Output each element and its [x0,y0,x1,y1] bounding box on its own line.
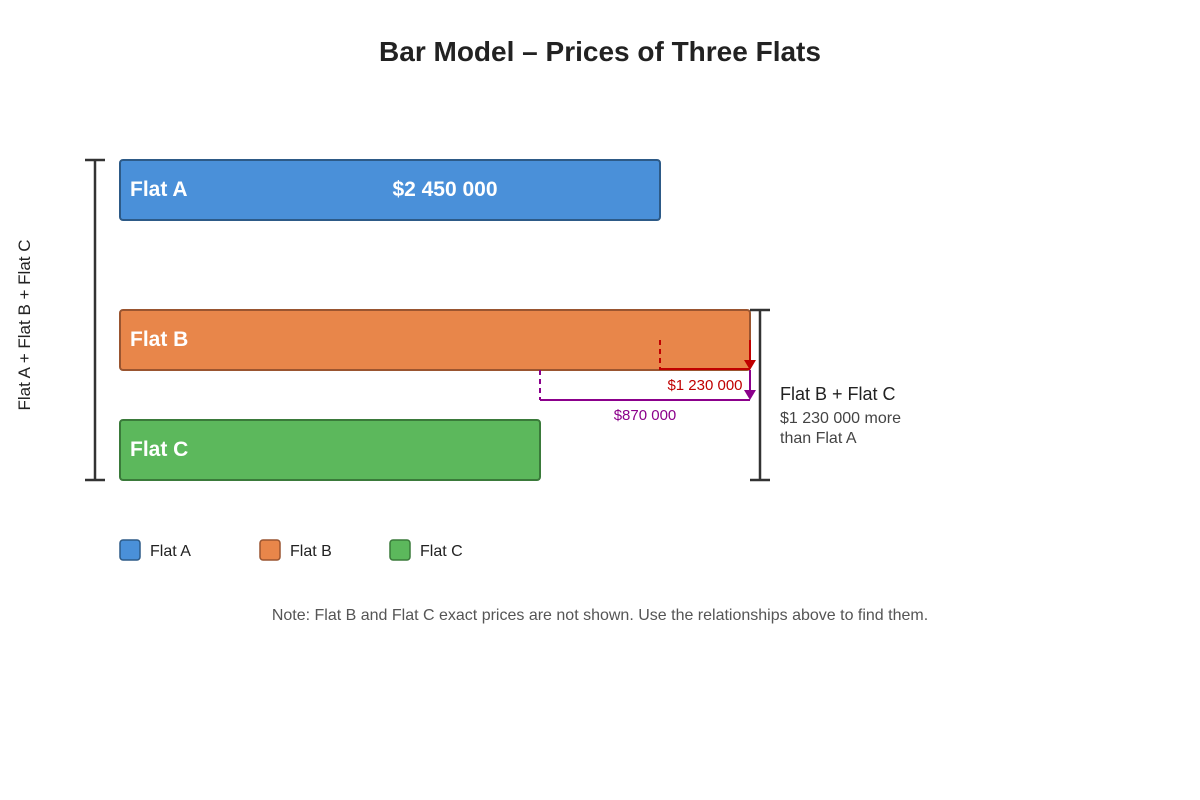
total-bracket [85,158,105,482]
bar-flat-a-rect [119,159,661,221]
legend-label-flat-b: Flat B [290,543,332,560]
diff-b-over-a-label: $1 230 000 [667,377,742,394]
bar-flat-b-rect [119,309,751,371]
bc-bracket-line1: $1 230 000 more [780,410,901,427]
legend: Flat A Flat B Flat C [119,539,463,561]
legend-swatch-flat-a [119,539,141,561]
page-title: Bar Model – Prices of Three Flats [379,36,821,67]
diff-b-over-c-label: $870 000 [614,407,677,424]
legend-item-flat-b: Flat B [259,539,332,561]
legend-item-flat-c: Flat C [389,539,463,561]
diff-b-over-a-marker [659,340,756,370]
legend-label-flat-c: Flat C [420,543,463,560]
bc-bracket-line2: than Flat A [780,430,857,447]
legend-swatch-flat-b [259,539,281,561]
bar-flat-a-label: Flat A [130,178,188,201]
bar-flat-a: Flat A $2 450 000 [119,159,661,221]
diff-b-over-c-marker [539,370,756,401]
bar-flat-c-rect [119,419,541,481]
bar-flat-c-label: Flat C [130,438,188,461]
legend-label-flat-a: Flat A [150,543,191,560]
footnote: Note: Flat B and Flat C exact prices are… [272,607,928,624]
bc-bracket-title: Flat B + Flat C [780,384,896,404]
bar-flat-b-label: Flat B [130,328,188,351]
bar-flat-a-value: $2 450 000 [392,178,497,201]
legend-item-flat-a: Flat A [119,539,191,561]
bar-flat-c: Flat C [119,419,541,481]
legend-swatch-flat-c [389,539,411,561]
bar-flat-b: Flat B [119,309,751,371]
bc-bracket [750,308,770,482]
total-label: Flat A + Flat B + Flat C [15,239,34,410]
